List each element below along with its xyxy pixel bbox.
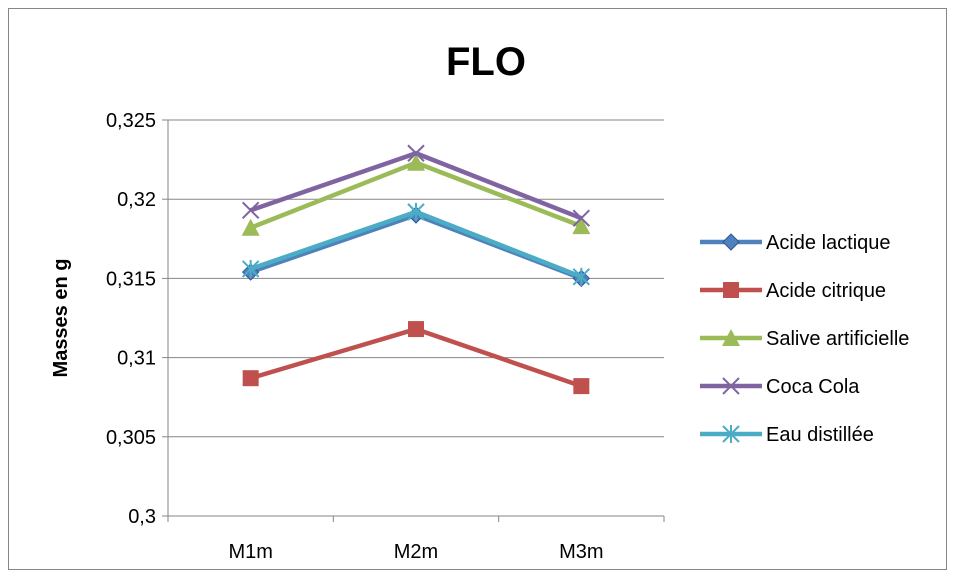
data-point — [241, 201, 260, 219]
y-tick-label: 0,31 — [117, 348, 156, 370]
y-tick-label: 0,325 — [106, 110, 156, 132]
y-tick-labels: 0,3 0,305 0,31 0,315 0,32 0,325 — [106, 110, 156, 528]
chart-frame — [8, 8, 947, 570]
y-tick-label: 0,305 — [106, 427, 156, 449]
axes — [162, 119, 665, 522]
data-point — [573, 378, 590, 395]
data-point — [241, 218, 260, 236]
x-tick-label: M2m — [394, 541, 438, 563]
data-point — [407, 202, 425, 221]
data-point — [407, 144, 425, 162]
legend-label: Acide citrique — [766, 280, 886, 302]
legend-label: Acide lactique — [766, 232, 891, 254]
series-line — [249, 212, 583, 281]
marker-stroke — [722, 377, 740, 395]
data-point — [242, 370, 259, 387]
legend: Acide lactique Acide citrique Salive artif… — [700, 232, 909, 446]
data-point — [572, 217, 591, 235]
series-acide-citrique — [242, 321, 590, 395]
legend-entry: Acide citrique — [700, 280, 886, 302]
legend-marker — [722, 377, 740, 395]
legend-marker — [722, 425, 740, 443]
x-tick-labels: M1m M2m M3m — [228, 541, 603, 563]
chart-title: FLO — [446, 40, 526, 84]
legend-marker — [722, 329, 740, 346]
y-tick-label: 0,32 — [117, 189, 156, 211]
data-point — [241, 259, 260, 278]
y-axis-label: Masses en g — [50, 259, 72, 378]
marker-stroke — [241, 201, 260, 219]
x-tick-label: M1m — [228, 541, 272, 563]
series-group — [241, 144, 591, 395]
legend-entry: Acide lactique — [700, 232, 891, 254]
y-tick-label: 0,3 — [128, 506, 156, 528]
legend-marker — [723, 282, 739, 298]
legend-marker — [722, 233, 740, 251]
legend-label: Eau distillée — [766, 424, 874, 446]
legend-label: Salive artificielle — [766, 328, 909, 350]
data-point — [572, 209, 591, 227]
marker-stroke — [572, 209, 591, 227]
data-point — [572, 267, 591, 286]
series-eau-distillee — [241, 202, 591, 286]
legend-entry: Coca Cola — [700, 376, 860, 398]
series-salive-artificielle — [241, 153, 591, 236]
legend-label: Coca Cola — [766, 376, 860, 398]
y-tick-label: 0,315 — [106, 268, 156, 290]
data-point — [408, 321, 424, 338]
x-tick-label: M3m — [559, 541, 603, 563]
legend-entry: Eau distillée — [700, 424, 874, 446]
series-coca-cola — [241, 144, 591, 227]
data-point — [407, 153, 425, 171]
legend-entry: Salive artificielle — [700, 328, 909, 350]
marker-stroke — [407, 144, 425, 162]
